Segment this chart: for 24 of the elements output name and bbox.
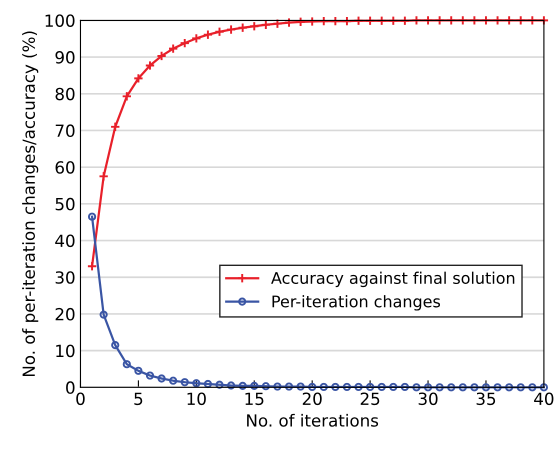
y-tick-label: 70: [56, 124, 75, 138]
y-tick-label: 100: [46, 14, 75, 27]
x-tick-label: 40: [534, 392, 554, 406]
x-tick-label: 25: [360, 392, 380, 406]
y-tick-label: 90: [55, 51, 75, 64]
y-tick-label: 0: [66, 381, 75, 394]
y-tick-label: 80: [56, 88, 75, 100]
x-tick-label: 0: [76, 392, 85, 406]
x-tick-label: 5: [134, 392, 142, 406]
legend-label: Accuracy against final solution: [271, 272, 514, 288]
legend-label: Per-iteration changes: [272, 295, 440, 311]
y-tick-label: 30: [56, 271, 75, 284]
x-tick-label: 35: [476, 392, 496, 406]
x-tick-label: 10: [188, 392, 206, 406]
y-tick-label: 60: [56, 161, 75, 174]
y-tick-label: 10: [56, 344, 75, 358]
x-axis-title: No. of iterations: [247, 414, 378, 427]
x-tick-label: 20: [302, 392, 322, 406]
y-tick-label: 50: [56, 198, 75, 210]
x-tick-label: 30: [418, 392, 438, 406]
y-tick-label: 40: [55, 234, 75, 248]
x-tick-label: 15: [245, 392, 264, 406]
y-tick-label: 20: [56, 308, 75, 320]
y-axis-title: No. of per-iteration changes/accuracy (%): [22, 31, 38, 376]
